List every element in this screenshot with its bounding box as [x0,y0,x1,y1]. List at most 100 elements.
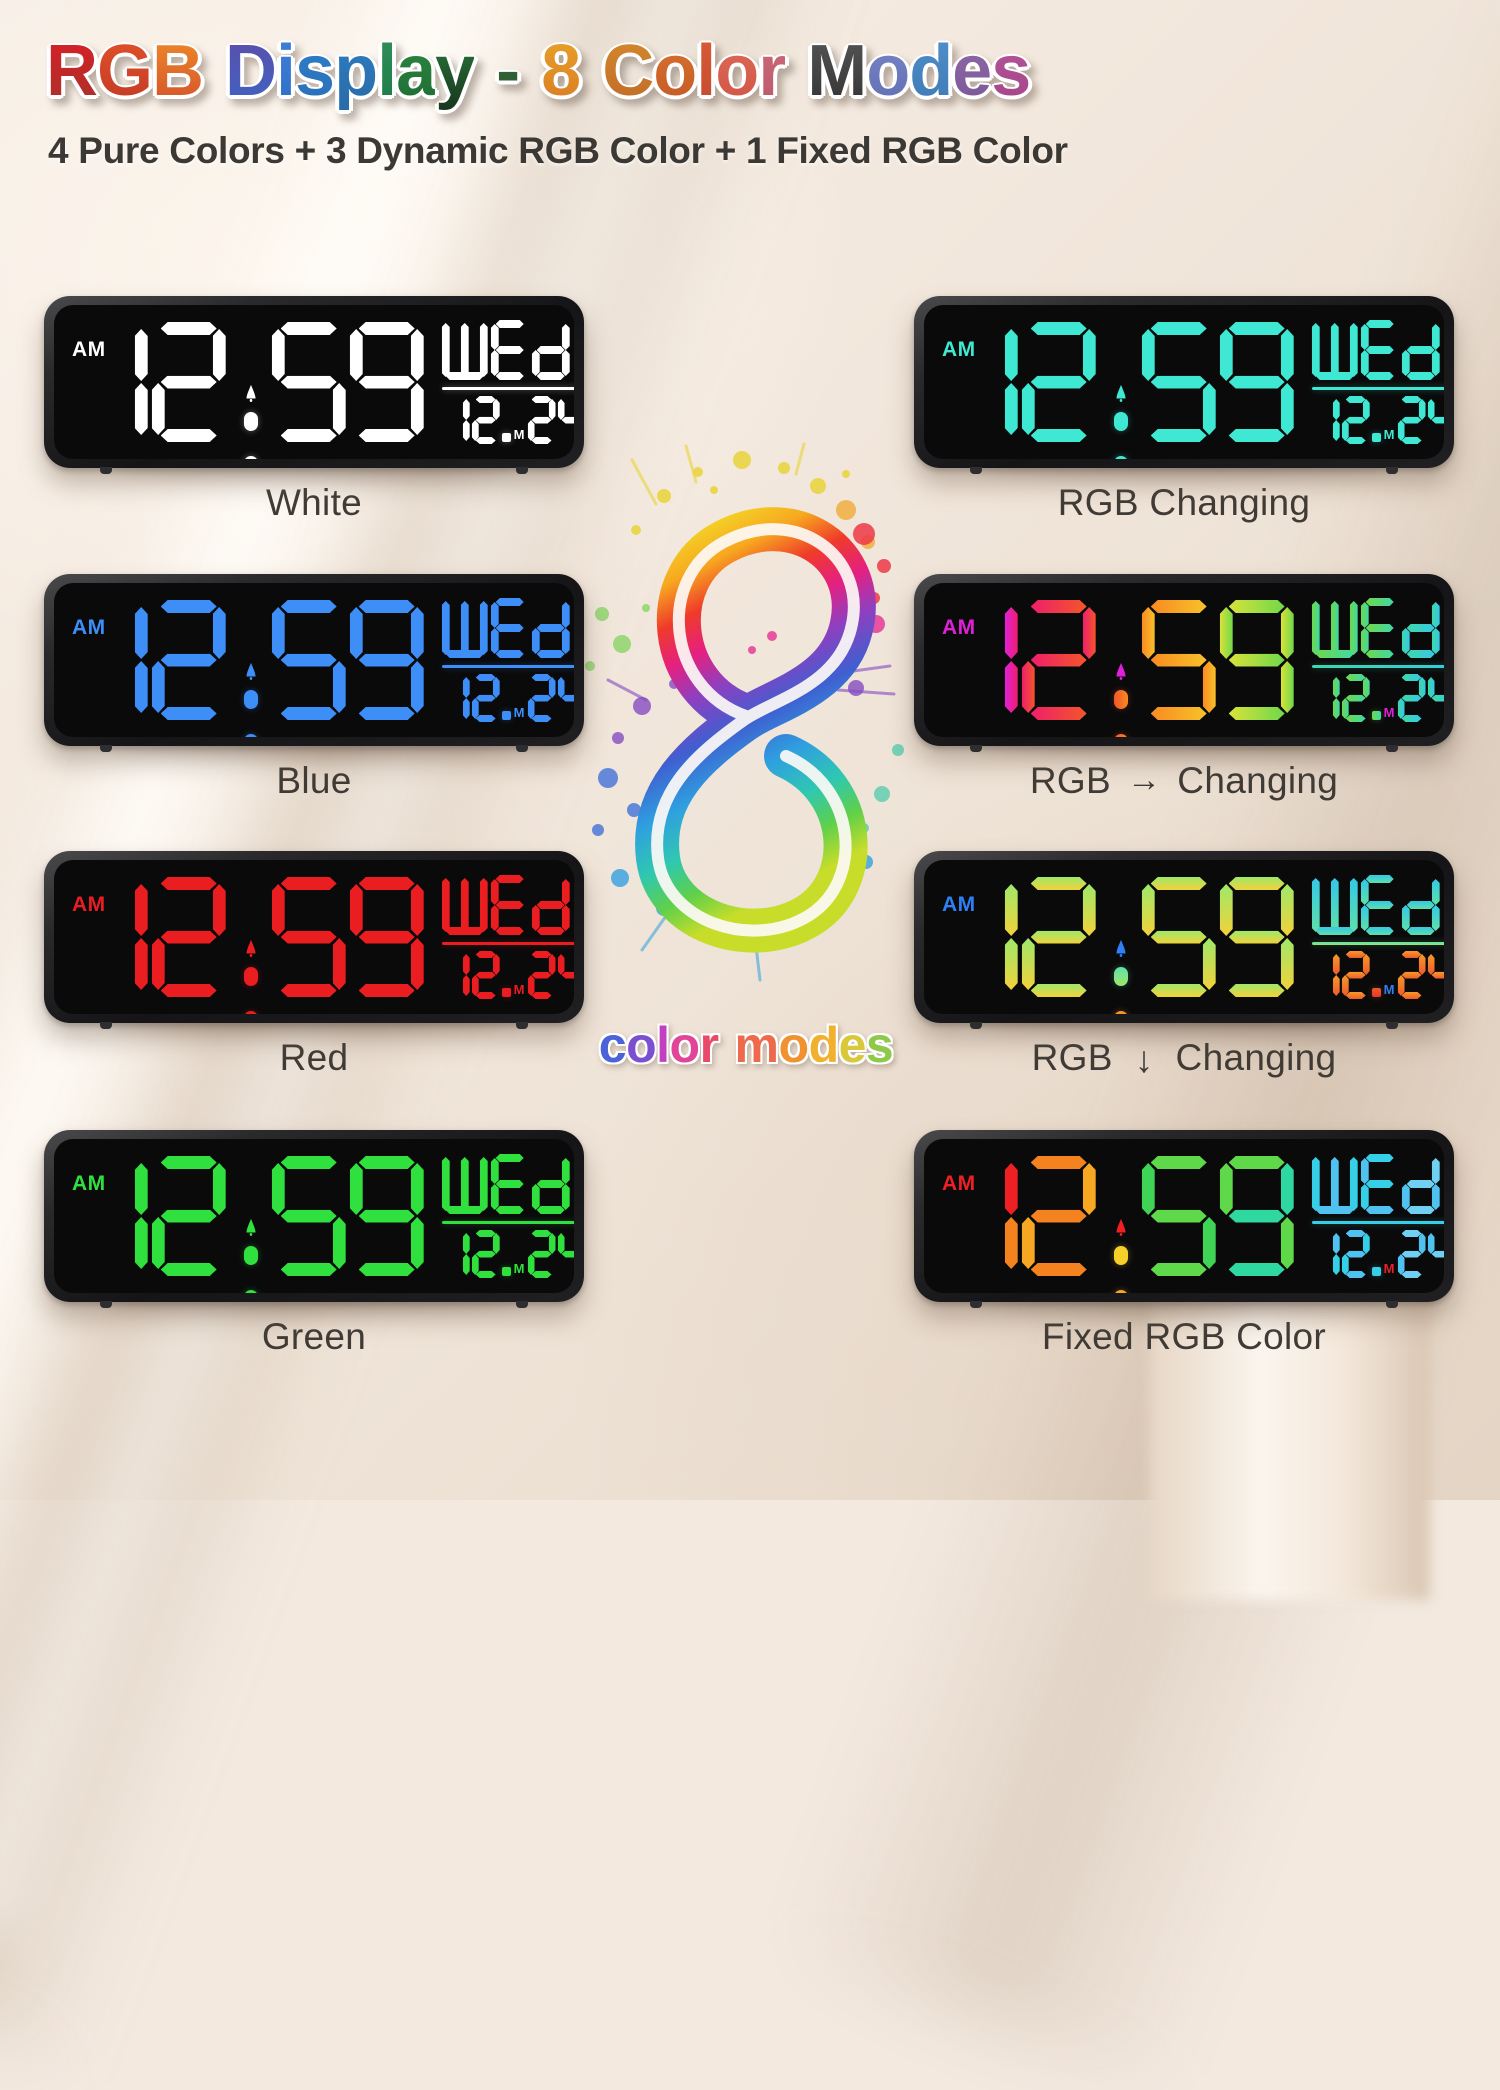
segment-e [491,1184,499,1210]
clock-foot-right [1386,1301,1398,1308]
clock-display-green[interactable]: AMAUTODSTDAY MD [44,1130,584,1308]
seven-segment-digit [152,1156,226,1276]
segment-d [359,1263,415,1276]
segment-b [1333,677,1340,698]
seven-segment-char [1342,951,1370,999]
clock-display-rgb-changing[interactable]: AMAUTODSTDAY MD [914,296,1454,474]
seven-segment-char [1312,951,1340,999]
segment-g [1366,346,1394,354]
segment-b [463,1233,470,1254]
segment-c [411,661,424,713]
segment-g [1402,417,1422,424]
segment-d [1229,984,1285,997]
title-letter: o [653,31,697,111]
seven-segment-char [1428,396,1444,444]
seven-segment-digit [1142,600,1216,720]
segment-b [549,399,556,420]
segment-b [135,1163,148,1215]
segment-d [281,1263,337,1276]
segment-w-m [1331,1157,1339,1211]
segment-b [1363,399,1370,420]
segment-a [161,600,217,613]
alarm-bell-icon [1113,1218,1128,1238]
seven-segment-char [528,674,556,722]
segment-b [1083,1163,1096,1215]
date-row: MD [442,396,574,444]
clock-display-rgb-horizontal-changing[interactable]: AMAUTODSTDAY MD [914,574,1454,752]
segment-a [1346,1230,1366,1237]
segment-a [1402,396,1422,403]
segment-e [532,1184,540,1210]
clock-cell-blue: AMAUTODSTDAY MD Blue [44,574,584,802]
clock-foot-left [100,467,112,474]
segment-a [1366,1154,1394,1162]
segment-b [411,884,424,936]
clock-caption-blue: Blue [44,760,584,802]
date-section: DAY MD [1298,589,1444,731]
weekday-row: DAY [442,875,574,935]
segment-w-r [480,878,488,932]
segment-d [1031,429,1087,442]
date-divider [1311,387,1444,390]
segment-c [135,1217,148,1269]
segment-d [532,992,552,999]
header: RGB Display -8 Color Modes 4 Pure Colors + 3… [0,31,1500,172]
segment-g [1031,1210,1087,1223]
title-letter: M [807,31,867,111]
segment-c [463,420,470,441]
segment-c [1281,1217,1294,1269]
clock-display-red[interactable]: AMAUTODSTDAY MD [44,851,584,1029]
segment-d [281,707,337,720]
segment-f [1142,607,1155,659]
segment-c [1281,661,1294,713]
clock-display-white[interactable]: AMAUTODSTDAY MD [44,296,584,474]
segment-g [532,1251,552,1258]
date-row: MD [1312,951,1444,999]
segment-g [359,931,415,944]
segment-w-r [1350,323,1358,377]
weekday-row: DAY [1312,1154,1444,1214]
seven-segment-digit [1022,322,1096,442]
segment-w-bottom [446,372,484,380]
segment-w-m [1331,323,1339,377]
seven-segment-digit [272,877,346,997]
segment-b [213,1163,226,1215]
date-separator-dot [501,988,511,997]
month-suffix-label: M [513,1261,525,1276]
segment-b [1363,1233,1370,1254]
segment-g [1366,624,1394,632]
weekday-row: DAY [442,320,574,380]
segment-f [558,677,565,698]
segment-a [1031,877,1087,890]
seven-segment-digit [152,877,226,997]
segment-d [281,429,337,442]
segment-b [1005,1163,1018,1215]
clock-display-rgb-vertical-changing[interactable]: AMAUTODSTDAY MD [914,851,1454,1029]
segment-a [476,951,496,958]
segment-a [161,1156,217,1169]
clock-foot-right [1386,467,1398,474]
date-separator-dot [501,711,511,720]
clock-display-fixed-rgb-color[interactable]: AMAUTODSTDAY MD [914,1130,1454,1308]
date-divider [1311,665,1444,668]
segment-b [135,884,148,936]
segment-b [1281,884,1294,936]
segment-d [1407,650,1435,658]
segment-w-m [461,1157,469,1211]
segment-b [562,602,570,628]
segment-e [1361,905,1369,931]
date-separator-dot [1371,1267,1381,1276]
segment-d [537,927,565,935]
ampm-indicator: AM [72,893,106,916]
colon-dot-1 [243,967,258,986]
clock-display-blue[interactable]: AMAUTODSTDAY MD [44,574,584,752]
clock-cell-rgb-horizontal-changing: AMAUTODSTDAY MD RGB → Changing [914,574,1454,802]
segment-b [1432,1158,1440,1184]
seven-segment-char [1361,320,1399,380]
segment-a [161,322,217,335]
seven-segment-char [1398,396,1426,444]
segment-e [528,975,535,996]
time-section: AMAUTODST [72,589,428,737]
segment-b [549,677,556,698]
segment-g [1346,417,1366,424]
